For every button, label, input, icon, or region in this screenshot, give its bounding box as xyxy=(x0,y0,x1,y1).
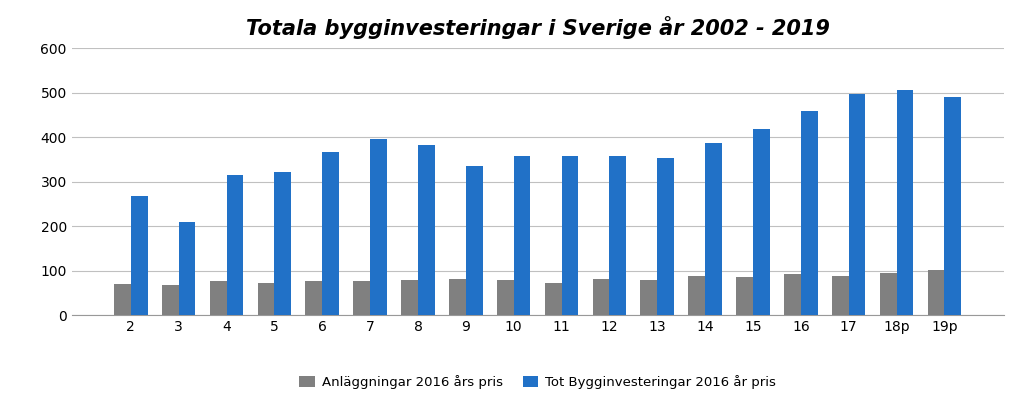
Legend: Anläggningar 2016 års pris, Tot Bygginvesteringar 2016 år pris: Anläggningar 2016 års pris, Tot Bygginve… xyxy=(294,370,781,394)
Bar xyxy=(706,143,722,315)
Bar xyxy=(545,283,561,315)
Bar xyxy=(831,276,849,315)
Bar xyxy=(657,158,674,315)
Bar xyxy=(210,281,226,315)
Bar xyxy=(944,97,962,315)
Bar xyxy=(784,274,801,315)
Bar xyxy=(466,166,482,315)
Bar xyxy=(609,156,626,315)
Bar xyxy=(274,172,291,315)
Bar xyxy=(514,156,530,315)
Bar xyxy=(353,281,370,315)
Bar xyxy=(162,285,178,315)
Bar xyxy=(305,281,323,315)
Bar xyxy=(640,280,657,315)
Bar xyxy=(736,277,753,315)
Bar xyxy=(688,276,706,315)
Bar xyxy=(226,175,244,315)
Bar xyxy=(418,145,435,315)
Bar xyxy=(753,129,770,315)
Bar xyxy=(593,279,609,315)
Bar xyxy=(880,273,897,315)
Bar xyxy=(897,90,913,315)
Title: Totala bygginvesteringar i Sverige år 2002 - 2019: Totala bygginvesteringar i Sverige år 20… xyxy=(246,16,829,39)
Bar xyxy=(258,283,274,315)
Bar xyxy=(497,280,514,315)
Bar xyxy=(370,139,387,315)
Bar xyxy=(114,284,131,315)
Bar xyxy=(801,111,817,315)
Bar xyxy=(849,94,865,315)
Bar xyxy=(178,222,196,315)
Bar xyxy=(323,152,339,315)
Bar xyxy=(561,156,579,315)
Bar xyxy=(131,196,147,315)
Bar xyxy=(928,270,944,315)
Bar xyxy=(401,280,418,315)
Bar xyxy=(450,279,466,315)
